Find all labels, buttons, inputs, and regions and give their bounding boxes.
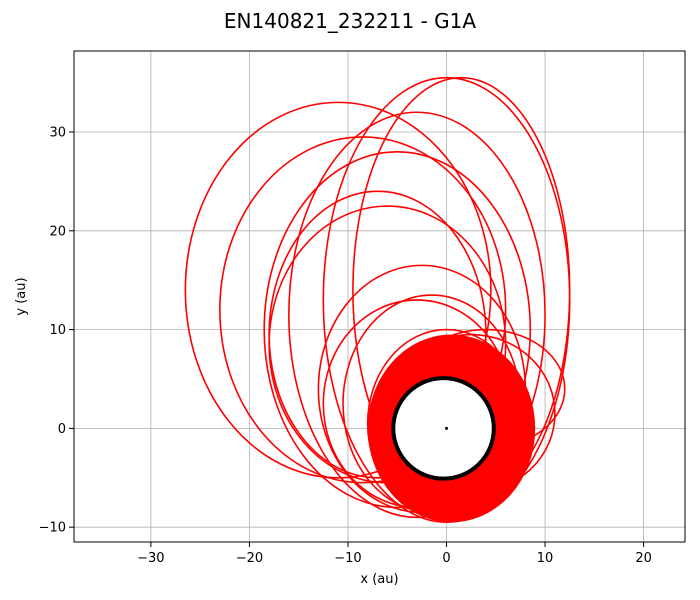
plot-area xyxy=(184,76,571,524)
y-tick-label: −10 xyxy=(39,521,66,536)
x-tick-label: −10 xyxy=(334,551,361,566)
orbit-loop xyxy=(263,150,532,509)
axes-frame xyxy=(73,50,686,543)
x-tick-label: −20 xyxy=(236,551,263,566)
x-axis-label: x (au) xyxy=(360,572,398,587)
central-body-marker xyxy=(445,426,449,430)
orbit-loop xyxy=(268,190,487,479)
x-tick-label: −30 xyxy=(137,551,164,566)
y-tick-label: 0 xyxy=(58,422,66,437)
grid xyxy=(74,51,685,542)
x-tick-label: 0 xyxy=(442,551,450,566)
orbit-loop xyxy=(184,101,492,479)
y-tick-label: 10 xyxy=(49,323,66,338)
ticks: −30 −20 −10 0 10 20 −10 0 10 20 30 xyxy=(39,126,652,566)
black-orbit-ring xyxy=(391,376,496,481)
y-axis-label: y (au) xyxy=(14,277,29,315)
orbit-loop xyxy=(288,111,546,519)
chart-title: EN140821_232211 - G1A xyxy=(224,9,476,33)
x-tick-label: 10 xyxy=(537,551,554,566)
inner-clear-region xyxy=(394,379,493,478)
x-tick-label: 20 xyxy=(635,551,652,566)
y-tick-label: 30 xyxy=(49,126,66,141)
y-tick-label: 20 xyxy=(49,224,66,239)
